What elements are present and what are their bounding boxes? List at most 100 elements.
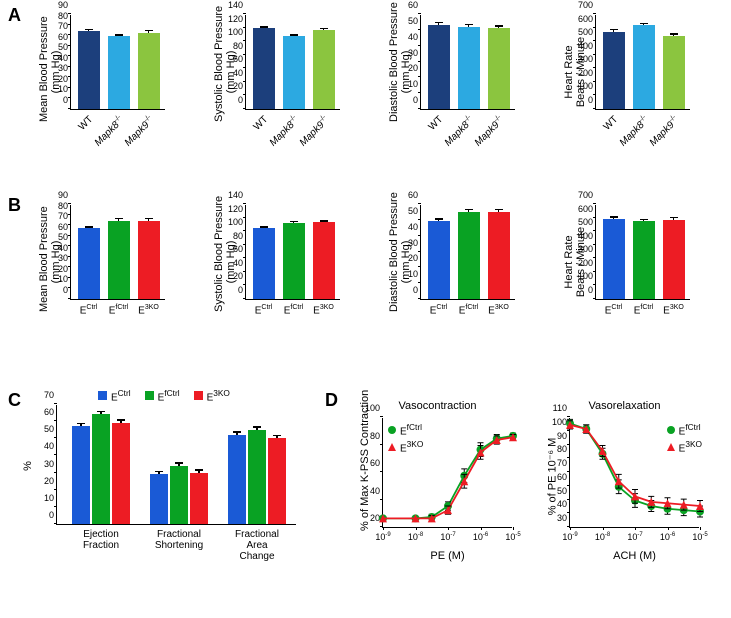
y-tick: 0 [238,95,243,105]
y-tick: 200 [578,258,593,268]
y-tick: 30 [408,238,418,248]
y-tick: 100 [228,217,243,227]
y-tick: 90 [557,431,567,441]
y-tick: 60 [408,190,418,200]
y-tick: 20 [44,476,54,486]
x-axis-bar-label: Mapk8-/- [92,114,127,149]
y-tick: 30 [58,63,68,73]
y-tick: 50 [58,232,68,242]
bar [663,220,685,299]
x-axis-bar-label: ECtrl [80,304,98,316]
x-axis-bar-label: E3KO [488,304,509,316]
y-tick: 400 [578,41,593,51]
y-tick: 40 [233,258,243,268]
y-tick: 40 [370,486,380,496]
panel-label-a: A [8,5,21,26]
y-tick: 100 [578,271,593,281]
y-tick: 40 [408,32,418,42]
y-tick: 40 [233,68,243,78]
bar [108,221,130,299]
y-tick: 60 [58,222,68,232]
y-tick: 40 [58,53,68,63]
panel-d-chart-1: Vasorelaxation% of PE 10⁻⁶ M304050607080… [537,400,712,570]
y-tick: 50 [44,424,54,434]
bar [428,25,450,109]
grouped-bar [150,474,168,524]
y-tick: 40 [557,499,567,509]
x-axis-bar-label: EfCtrl [284,304,304,316]
bar [603,219,625,299]
y-tick: 0 [413,285,418,295]
panel-b-chart-3: Heart RateBeats / Minute0100200300400500… [565,200,720,370]
x-axis-bar-label: Mapk9-/- [472,114,507,149]
bar [458,212,480,299]
y-tick: 0 [588,95,593,105]
y-tick: 10 [58,274,68,284]
y-tick: 100 [552,417,567,427]
panel-b-chart-0: Mean Blood Pressure(mm Hg)01020304050607… [40,200,195,370]
bar [633,221,655,299]
panel-a-chart-1: Systolic Blood Pressure(mm Hg)0204060801… [215,10,370,180]
y-tick: 60 [233,54,243,64]
panel-b-chart-2: Diastolic Blood Pressure(mm Hg)010203040… [390,200,545,370]
y-tick: 120 [228,204,243,214]
x-axis-bar-label: ECtrl [430,304,448,316]
line-chart-legend: EfCtrlE3KO [667,422,702,457]
panel-label-c: C [8,390,21,411]
group-x-label: FractionalArea Change [235,529,279,562]
grouped-bar [190,473,208,524]
bar [253,228,275,299]
y-tick: 70 [58,21,68,31]
x-tick-log: 10-6 [660,532,675,542]
y-tick: 80 [233,231,243,241]
y-tick: 60 [44,407,54,417]
y-tick: 40 [44,441,54,451]
grouped-bar [170,466,188,524]
y-tick: 100 [578,81,593,91]
bar [313,222,335,299]
panel-c-legend: ECtrlEfCtrlE3KO [98,388,230,405]
panel-label-d: D [325,390,338,411]
line-chart-legend: EfCtrlE3KO [388,422,423,457]
y-tick: 20 [370,513,380,523]
chart-title: Vasorelaxation [589,400,661,412]
y-tick: 30 [408,48,418,58]
y-tick: 20 [408,253,418,263]
y-tick: 10 [408,79,418,89]
y-tick: 20 [58,74,68,84]
x-axis-bar-label: WT [427,114,446,133]
y-tick: 20 [233,81,243,91]
x-axis-bar-label: Mapk9-/- [297,114,332,149]
panel-a-chart-0: Mean Blood Pressure(mm Hg)01020304050607… [40,10,195,180]
x-tick-log: 10-9 [375,532,390,542]
y-tick: 30 [44,459,54,469]
y-tick: 500 [578,217,593,227]
y-tick: 0 [588,285,593,295]
y-tick: 200 [578,68,593,78]
x-axis-bar-label: WT [77,114,96,133]
y-tick: 500 [578,27,593,37]
group-x-label: EjectionFraction [83,529,119,551]
x-tick-log: 10-8 [595,532,610,542]
bar [458,27,480,109]
y-tick: 40 [58,243,68,253]
x-axis-bar-label: EfCtrl [634,304,654,316]
grouped-bar [268,438,286,524]
y-tick: 50 [58,42,68,52]
bar [78,228,100,299]
panel-b-chart-1: Systolic Blood Pressure(mm Hg)0204060801… [215,200,370,370]
y-tick: 300 [578,244,593,254]
y-tick: 40 [408,222,418,232]
x-axis-bar-label: ECtrl [605,304,623,316]
y-tick: 100 [228,27,243,37]
bar [138,221,160,299]
y-tick: 80 [58,201,68,211]
bar [313,30,335,109]
y-tick: 50 [408,16,418,26]
grouped-bar [72,426,90,524]
bar [108,36,130,109]
x-axis-bar-label: WT [602,114,621,133]
x-tick-log: 10-7 [627,532,642,542]
y-tick: 20 [233,271,243,281]
y-tick: 600 [578,204,593,214]
